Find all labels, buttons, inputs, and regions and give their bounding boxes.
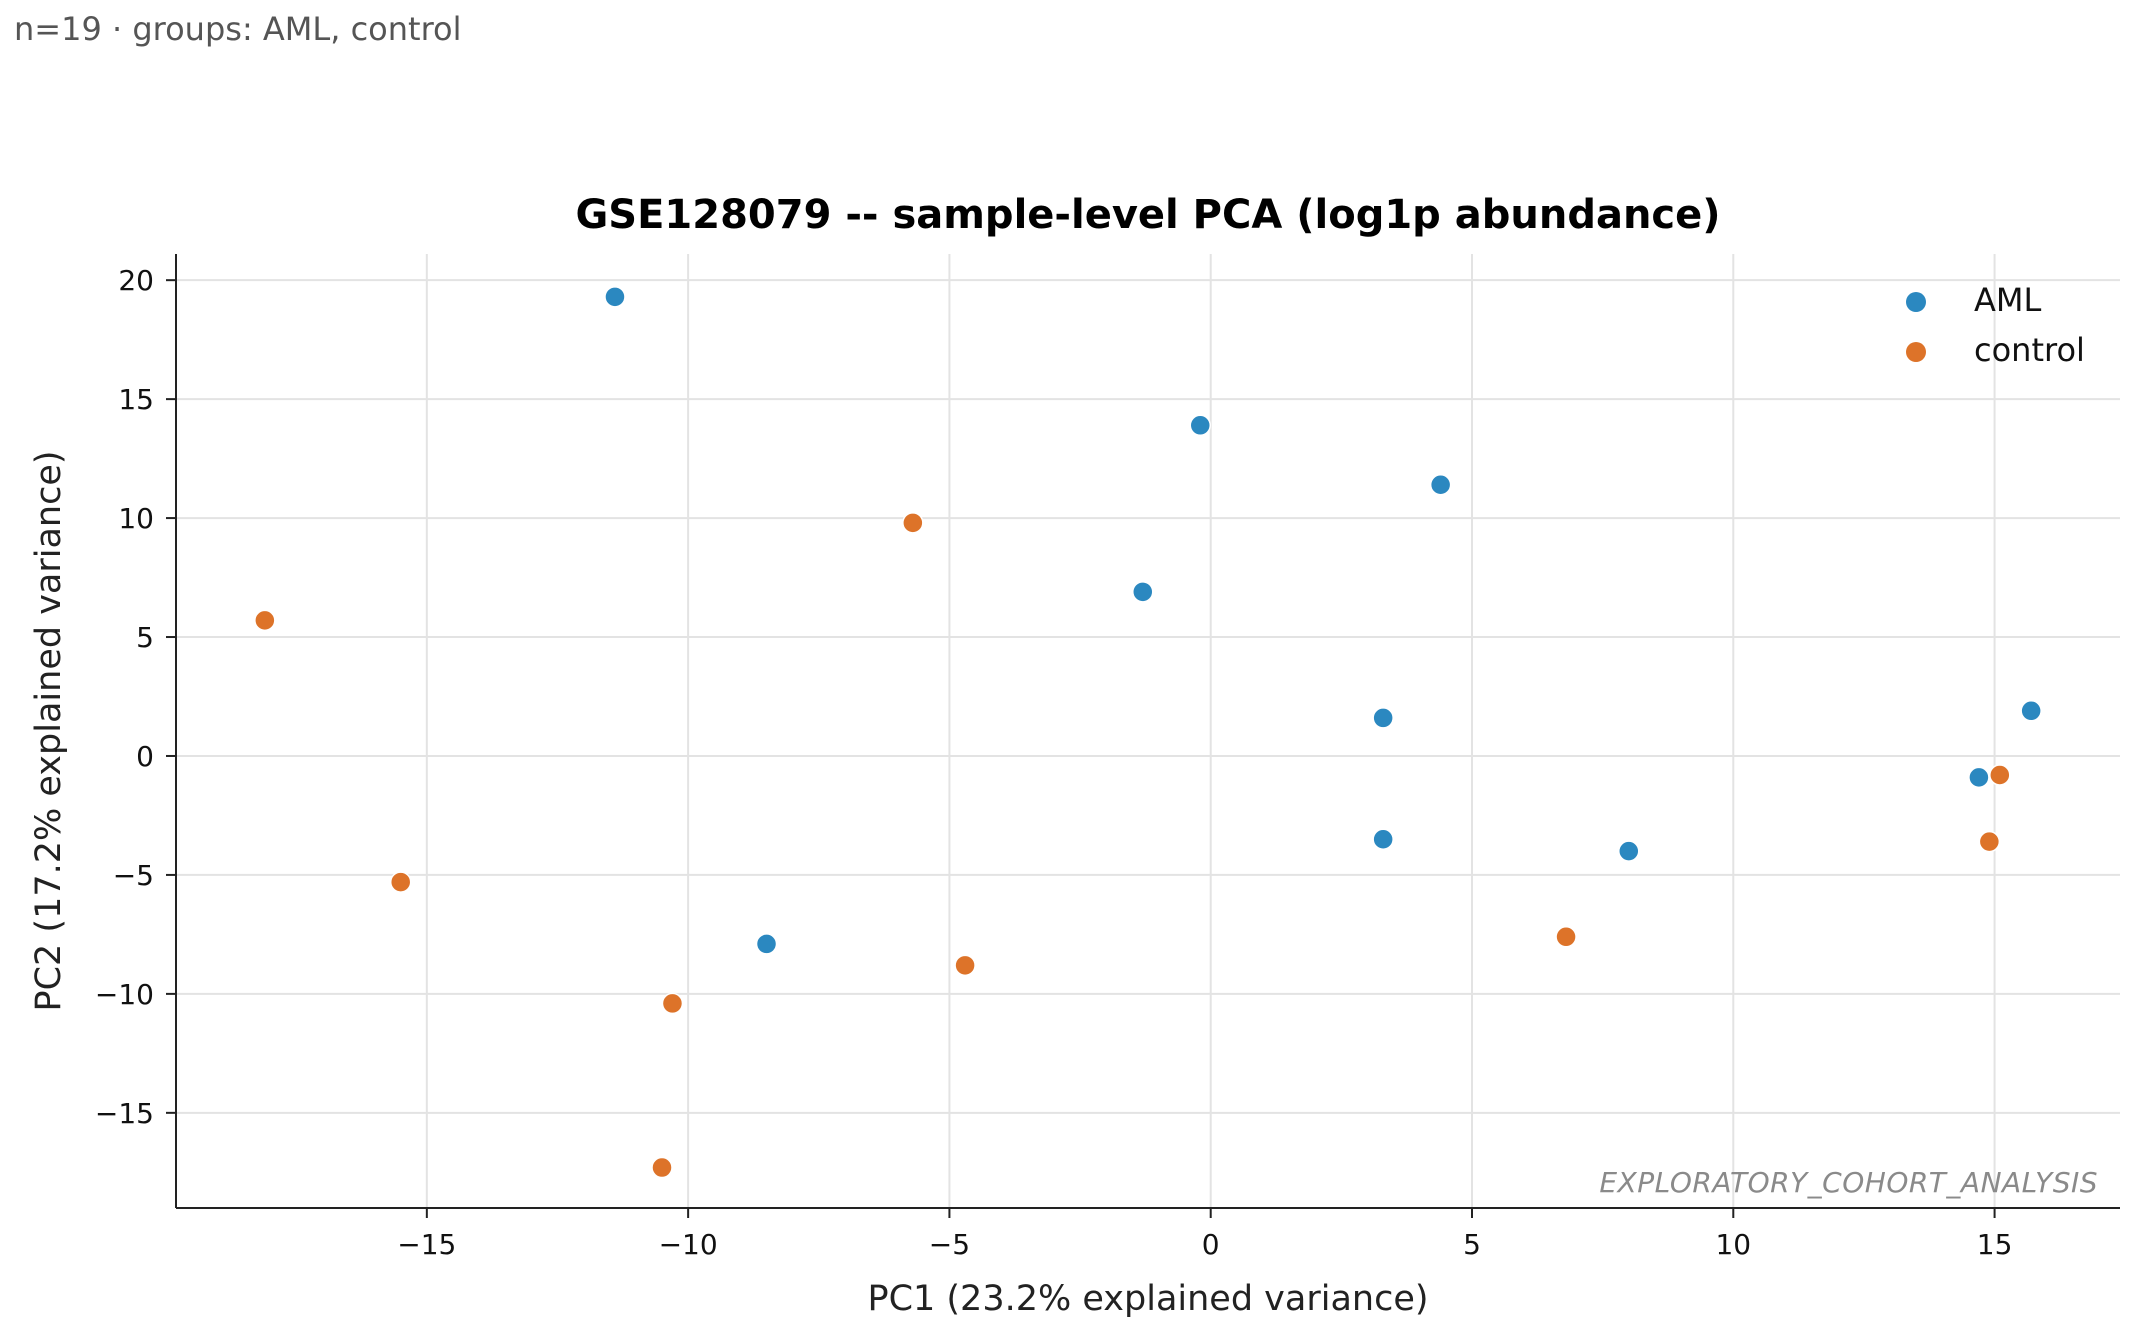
- data-point-control: [1555, 926, 1577, 948]
- x-tick-label: 10: [1715, 1228, 1751, 1261]
- data-point-aml: [755, 933, 778, 955]
- y-tick-label: −5: [113, 859, 154, 892]
- x-tick-label: 0: [1202, 1228, 1220, 1261]
- y-tick-label: −15: [95, 1097, 154, 1130]
- y-tick-label: 15: [118, 383, 154, 416]
- data-point-aml: [1618, 840, 1640, 862]
- y-axis-label: PC2 (17.2% explained variance): [29, 450, 69, 1011]
- data-point-control: [389, 871, 412, 893]
- y-tick-label: 10: [118, 502, 154, 535]
- x-tick-label: 15: [1977, 1228, 2013, 1261]
- legend: AML control: [1906, 281, 2085, 369]
- data-point-control: [651, 1156, 673, 1179]
- legend-label-control: control: [1974, 331, 2085, 369]
- data-point-aml: [1189, 414, 1212, 437]
- grid-lines: [176, 254, 2120, 1208]
- x-tick-label: −15: [397, 1228, 456, 1261]
- data-point-aml: [1372, 707, 1394, 729]
- data-point-aml: [1429, 474, 1452, 496]
- legend-marker-control: [1906, 342, 1926, 362]
- x-tick-label: 5: [1463, 1228, 1481, 1261]
- watermark-label: EXPLORATORY_COHORT_ANALYSIS: [1599, 1166, 2098, 1199]
- data-point-aml: [2020, 700, 2042, 722]
- data-points: [254, 286, 2042, 1179]
- data-point-control: [1978, 830, 2001, 853]
- y-tick-label: 5: [136, 621, 154, 654]
- chart-subtitle: n=19 · groups: AML, control: [14, 10, 461, 48]
- x-tick-label: −5: [929, 1228, 970, 1261]
- chart-title: GSE128079 -- sample-level PCA (log1p abu…: [575, 192, 1720, 238]
- data-point-control: [1989, 764, 2011, 786]
- y-tick-label: −10: [95, 978, 154, 1011]
- data-point-control: [902, 512, 924, 534]
- data-point-control: [661, 992, 684, 1015]
- x-axis-label: PC1 (23.2% explained variance): [867, 1279, 1428, 1319]
- legend-label-aml: AML: [1974, 281, 2042, 319]
- data-point-aml: [1968, 766, 1990, 789]
- data-point-aml: [1372, 828, 1394, 850]
- data-point-control: [254, 609, 276, 632]
- data-point-control: [954, 954, 976, 977]
- y-tick-label: 20: [118, 264, 154, 297]
- x-tick-label: −10: [659, 1228, 718, 1261]
- axes-spines: [175, 254, 2120, 1209]
- axis-ticks: −15 −10 −5 0 5 10 15 −15 −10 −5 0 5 10 15 20: [95, 264, 2012, 1261]
- y-tick-label: 0: [136, 740, 154, 773]
- data-point-aml: [604, 286, 626, 308]
- legend-marker-aml: [1906, 292, 1926, 312]
- data-point-aml: [1132, 581, 1154, 603]
